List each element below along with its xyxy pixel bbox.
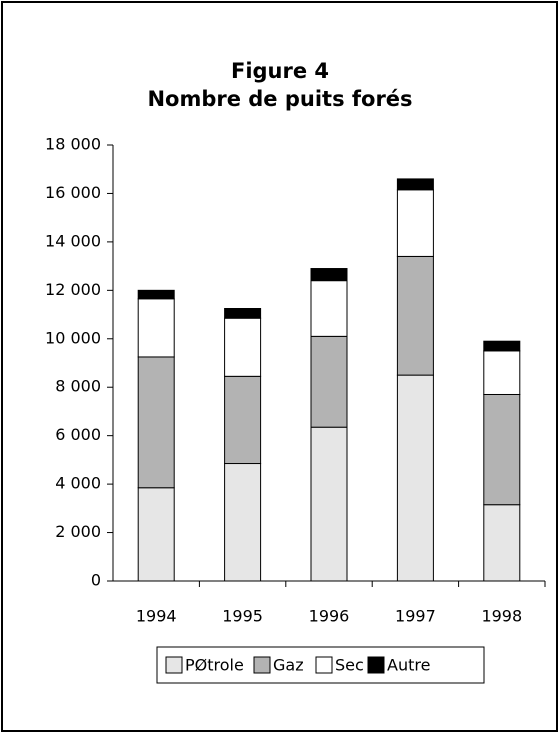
legend-label: Sec xyxy=(335,656,364,675)
bar-segment xyxy=(137,356,175,489)
legend-swatch xyxy=(165,656,183,674)
bar-segment xyxy=(224,308,262,319)
legend-swatch xyxy=(253,656,271,674)
chart-subtitle: Nombre de puits forés xyxy=(147,87,412,111)
y-tick-label: 14 000 xyxy=(45,231,101,250)
y-tick-label: 0 xyxy=(91,571,101,590)
bar-segment xyxy=(483,340,521,352)
bar-segment xyxy=(483,393,521,506)
y-tick-label: 12 000 xyxy=(45,280,101,299)
y-tick-label: 16 000 xyxy=(45,183,101,202)
bar-segment xyxy=(310,280,348,337)
bar-segment xyxy=(137,298,175,358)
legend-label: PØtrole xyxy=(185,656,244,675)
bar-segment xyxy=(310,426,348,582)
y-tick-label: 8 000 xyxy=(55,377,101,396)
bar-segment xyxy=(137,289,175,300)
legend-swatch xyxy=(315,656,333,674)
bar-segment xyxy=(396,189,434,257)
x-tick-label: 1996 xyxy=(309,607,350,626)
bar-segment xyxy=(224,375,262,465)
legend-box xyxy=(156,646,485,684)
bar-segment xyxy=(396,178,434,191)
bar-segment xyxy=(483,350,521,395)
bar-segment xyxy=(224,463,262,582)
bar-segment xyxy=(483,504,521,582)
y-tick-label: 2 000 xyxy=(55,522,101,541)
y-tick-label: 10 000 xyxy=(45,328,101,347)
chart-title: Figure 4 xyxy=(231,59,329,83)
legend-label: Gaz xyxy=(273,656,304,675)
x-tick-label: 1995 xyxy=(222,607,263,626)
legend-swatch xyxy=(367,656,385,674)
bar-segment xyxy=(224,317,262,377)
bar-segment xyxy=(396,374,434,582)
y-tick-label: 18 000 xyxy=(45,135,101,154)
bar-segment xyxy=(396,255,434,376)
x-tick-label: 1998 xyxy=(481,607,522,626)
legend-label: Autre xyxy=(387,656,430,675)
y-tick-label: 6 000 xyxy=(55,425,101,444)
bar-segment xyxy=(310,335,348,428)
bar-segment xyxy=(310,268,348,282)
y-tick-label: 4 000 xyxy=(55,474,101,493)
bar-segment xyxy=(137,487,175,582)
x-tick-label: 1994 xyxy=(136,607,177,626)
x-tick-label: 1997 xyxy=(395,607,436,626)
